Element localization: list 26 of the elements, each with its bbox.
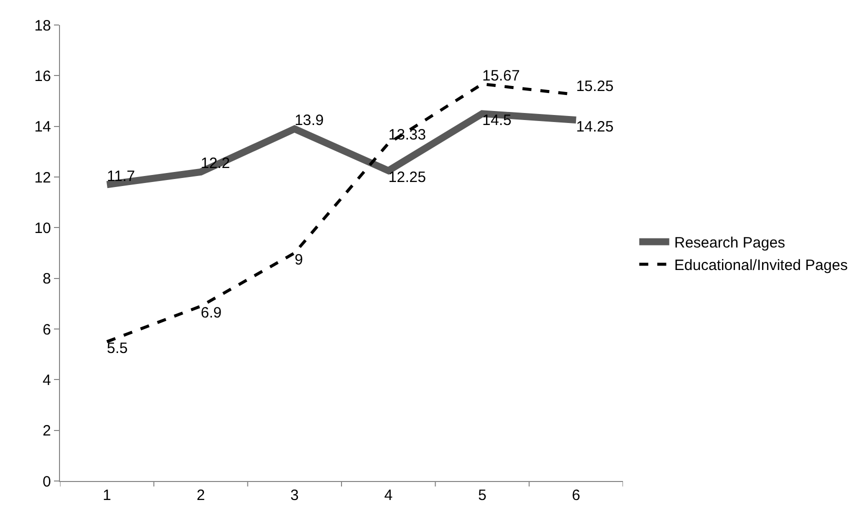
- data-label: 14.25: [576, 118, 614, 136]
- y-tick-label: 10: [34, 220, 51, 237]
- x-tick-label: 5: [478, 487, 486, 504]
- data-label: 15.67: [482, 67, 520, 84]
- x-tick-label: 4: [384, 487, 393, 504]
- data-label: 15.25: [576, 78, 614, 95]
- y-tick-label: 4: [42, 372, 51, 389]
- y-tick-label: 2: [42, 422, 51, 440]
- legend-label: Educational/Invited Pages: [674, 257, 848, 274]
- data-label: 5.5: [106, 340, 128, 357]
- x-tick-label: 3: [290, 487, 299, 504]
- y-tick-label: 0: [42, 473, 51, 490]
- y-tick-label: 6: [42, 321, 51, 338]
- y-tick-label: 18: [34, 17, 51, 34]
- legend-label: Research Pages: [674, 234, 786, 252]
- y-tick-label: 8: [42, 270, 51, 288]
- y-tick-label: 12: [34, 169, 51, 186]
- data-label: 13.9: [294, 112, 324, 130]
- data-label: 12.25: [388, 168, 426, 186]
- y-tick-label: 14: [34, 118, 51, 136]
- data-label: 9: [294, 251, 303, 268]
- data-label: 6.9: [200, 304, 222, 322]
- x-tick-label: 6: [572, 487, 580, 504]
- y-tick-label: 16: [34, 68, 51, 85]
- x-tick-label: 2: [196, 487, 205, 504]
- x-tick-label: 1: [102, 487, 112, 504]
